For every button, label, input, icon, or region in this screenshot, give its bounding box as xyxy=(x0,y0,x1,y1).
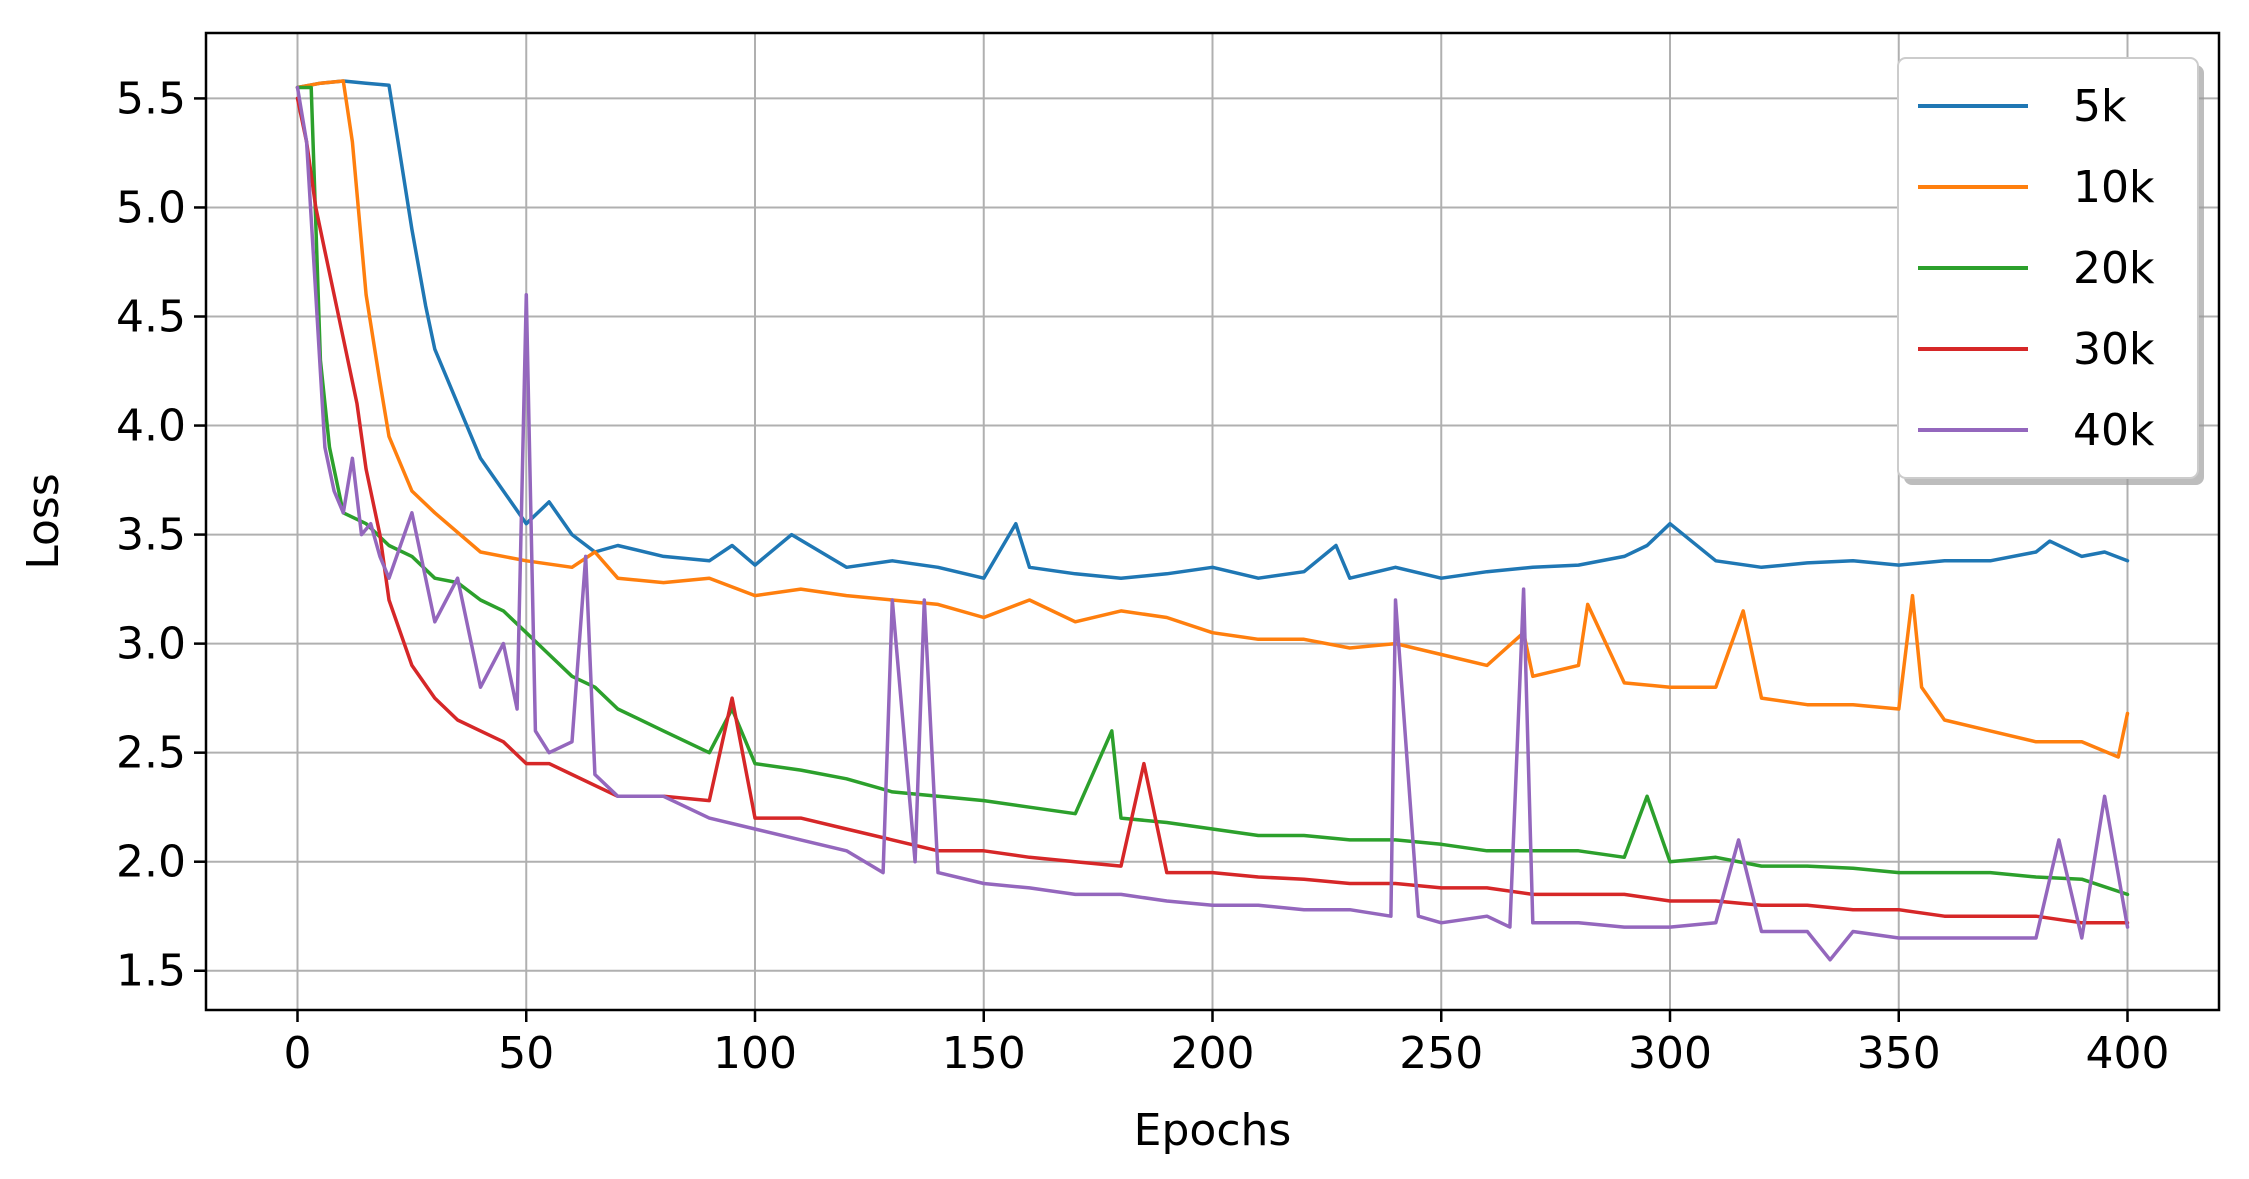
y-tick-label: 2.0 xyxy=(116,837,186,888)
y-tick-label: 1.5 xyxy=(116,946,186,997)
series-line-40k xyxy=(295,85,2130,962)
x-tick-label: 300 xyxy=(1628,1028,1712,1079)
legend-label-40k: 40k xyxy=(2073,405,2155,456)
series-lines xyxy=(295,79,2130,962)
series-line-10k xyxy=(295,79,2130,759)
y-tick-label: 5.0 xyxy=(116,182,186,233)
series-line-20k xyxy=(295,85,2130,897)
legend: 5k 10k 20k 30k 40k xyxy=(1897,57,2204,485)
x-tick-label: 400 xyxy=(2086,1028,2170,1079)
series-line-5k xyxy=(295,79,2130,580)
x-tick-label: 0 xyxy=(284,1028,312,1079)
x-axis-label: Epochs xyxy=(1134,1105,1292,1156)
legend-label-30k: 30k xyxy=(2073,324,2155,375)
y-tick-label: 2.5 xyxy=(116,728,186,779)
y-tick-label: 5.5 xyxy=(116,73,186,124)
axis-ticks: 0 50 100 150 200 250 300 350 400 1.5 2.0 2.5 3.0 3.5 4… xyxy=(116,73,2169,1079)
x-tick-label: 250 xyxy=(1399,1028,1483,1079)
x-tick-label: 150 xyxy=(942,1028,1026,1079)
legend-label-10k: 10k xyxy=(2073,162,2155,213)
x-tick-label: 100 xyxy=(713,1028,797,1079)
y-tick-label: 3.0 xyxy=(116,619,186,670)
legend-label-5k: 5k xyxy=(2073,81,2127,132)
y-axis-label: Loss xyxy=(18,473,69,570)
legend-box xyxy=(1897,57,2199,479)
legend-label-20k: 20k xyxy=(2073,243,2155,294)
x-tick-label: 200 xyxy=(1171,1028,1255,1079)
x-tick-label: 50 xyxy=(498,1028,554,1079)
y-tick-label: 4.0 xyxy=(116,401,186,452)
x-tick-label: 350 xyxy=(1857,1028,1941,1079)
y-tick-label: 3.5 xyxy=(116,510,186,561)
y-tick-label: 4.5 xyxy=(116,292,186,343)
